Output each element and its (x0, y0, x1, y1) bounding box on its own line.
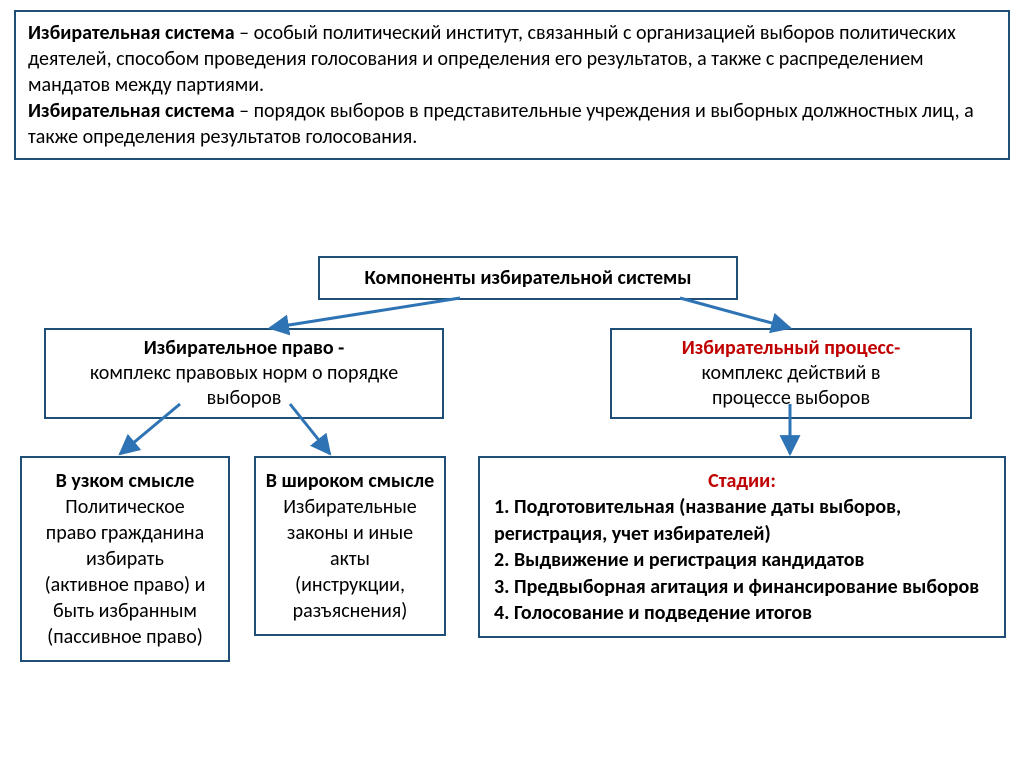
stage-1: 1. Подготовительная (название даты выбор… (494, 494, 990, 547)
definition-1: Избирательная система – особый политичес… (28, 20, 996, 98)
components-title: Компоненты избирательной системы (365, 266, 692, 290)
definition-box: Избирательная система – особый политичес… (14, 10, 1010, 160)
stage-2: 2. Выдвижение и регистрация кандидатов (494, 547, 990, 573)
left-branch-box: Избирательное право - комплекс правовых … (44, 328, 444, 419)
wide-l1: Избирательные (262, 494, 438, 520)
right-branch-sub1: комплекс действий в (620, 361, 962, 386)
stage-3: 3. Предвыборная агитация и финансировани… (494, 574, 990, 600)
narrow-l3: избирать (28, 546, 222, 572)
wide-l5: разъяснения) (262, 598, 438, 624)
narrow-sense-box: В узком смысле Политическое право гражда… (20, 456, 230, 662)
narrow-l6: (пассивное право) (28, 624, 222, 650)
right-branch-sub2: процессе выборов (620, 386, 962, 411)
right-branch-title: Избирательный процесс- (620, 336, 962, 361)
narrow-l5: быть избранным (28, 598, 222, 624)
wide-l4: (инструкции, (262, 572, 438, 598)
right-branch-box: Избирательный процесс- комплекс действий… (610, 328, 972, 419)
term-1: Избирательная система (28, 21, 235, 45)
wide-sense-box: В широком смысле Избирательные законы и … (254, 456, 446, 636)
narrow-l4: (активное право) и (28, 572, 222, 598)
left-branch-subtitle: комплекс правовых норм о порядке выборов (54, 361, 434, 411)
narrow-title: В узком смысле (28, 468, 222, 494)
wide-title: В широком смысле (262, 468, 438, 494)
narrow-l1: Политическое (28, 494, 222, 520)
stages-box: Стадии: 1. Подготовительная (название да… (478, 456, 1006, 638)
wide-l2: законы и иные (262, 520, 438, 546)
components-title-box: Компоненты избирательной системы (318, 256, 738, 300)
definition-2: Избирательная система – порядок выборов … (28, 98, 996, 150)
wide-l3: акты (262, 546, 438, 572)
narrow-l2: право гражданина (28, 520, 222, 546)
stages-title: Стадии: (494, 468, 990, 494)
term-2: Избирательная система (28, 99, 235, 123)
left-branch-title: Избирательное право - (54, 336, 434, 361)
stage-4: 4. Голосование и подведение итогов (494, 600, 990, 626)
